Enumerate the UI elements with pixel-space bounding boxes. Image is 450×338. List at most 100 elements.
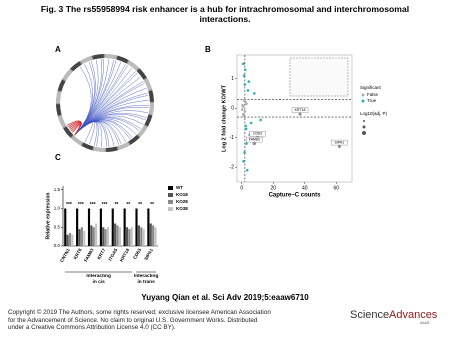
bar xyxy=(71,234,74,246)
point xyxy=(244,100,247,104)
logo-science: Science xyxy=(350,309,389,321)
point xyxy=(244,124,247,128)
size-legend-marker xyxy=(363,120,365,122)
bar xyxy=(99,208,102,246)
chromosome-band xyxy=(80,56,93,65)
significance: ** xyxy=(114,202,118,208)
labelled-point xyxy=(298,112,302,116)
legend-marker xyxy=(361,93,365,97)
bar xyxy=(114,223,117,246)
legend-swatch xyxy=(168,207,173,211)
chromosome-band xyxy=(93,146,106,152)
bar xyxy=(64,208,67,246)
y-tick-label: 1.5 xyxy=(54,187,61,192)
chromosome-band xyxy=(143,78,152,91)
significance: *** xyxy=(66,202,72,208)
bar xyxy=(66,234,69,246)
bar xyxy=(152,225,155,246)
bar xyxy=(116,225,119,246)
group-label-box: Interacting in cis xyxy=(86,274,111,285)
bar xyxy=(128,229,131,246)
bar xyxy=(102,227,105,246)
chromosome-band xyxy=(92,54,104,60)
bar xyxy=(135,208,138,246)
y-tick-label: 1 xyxy=(231,76,234,82)
chromosome-band xyxy=(127,60,139,71)
size-legend-marker xyxy=(362,125,366,129)
point xyxy=(243,68,247,72)
chromosome-band xyxy=(148,102,154,115)
y-axis-label: Relative expression xyxy=(45,193,51,240)
copyright-line: Copyright © 2019 The Authors, some right… xyxy=(8,309,271,316)
x-tick-label: FAM83 xyxy=(83,247,95,262)
significance: ** xyxy=(126,202,130,208)
bar xyxy=(80,227,83,246)
y-tick-label: -2 xyxy=(230,165,235,171)
legend-label: KO28 xyxy=(176,199,188,204)
bar xyxy=(111,208,114,246)
copyright: Copyright © 2019 The Authors, some right… xyxy=(8,309,271,332)
inset xyxy=(289,57,349,97)
y-tick-label: -1 xyxy=(230,135,235,141)
bar xyxy=(123,208,126,246)
bar xyxy=(106,227,110,246)
legend-title: Log10(adj. P) xyxy=(360,111,388,116)
x-tick-label: CNTN1 xyxy=(59,247,71,263)
size-legend-marker xyxy=(362,131,366,135)
legend-swatch xyxy=(168,193,173,197)
panel-label: C xyxy=(55,153,61,162)
x-tick-label: SIPA1 xyxy=(143,247,154,261)
chromosome-band xyxy=(81,142,94,151)
y-axis-label: Log 2 fold change KO/WT xyxy=(221,84,227,152)
group-label: Interacting in cis xyxy=(86,274,111,285)
bar xyxy=(87,208,91,246)
bar xyxy=(154,227,157,246)
chromosome-band xyxy=(62,69,73,81)
point xyxy=(245,142,248,145)
copyright-line: for the Advancement of Science. No claim… xyxy=(8,316,258,324)
x-tick-label: CD63 xyxy=(132,247,142,260)
y-tick-label: 0.0 xyxy=(54,243,61,248)
point-label: KRT18 xyxy=(295,108,306,112)
chromosome-band xyxy=(116,55,129,64)
bar xyxy=(92,227,95,246)
labelled-point xyxy=(252,142,256,146)
legend-label: False xyxy=(367,92,379,97)
point-label: FAM83 xyxy=(249,138,260,142)
point xyxy=(259,118,262,122)
chromosome-band xyxy=(56,104,62,116)
chromosome-band xyxy=(104,54,117,60)
y-tick-label: 1.0 xyxy=(54,206,61,211)
chromosome-band xyxy=(106,146,118,152)
point xyxy=(243,98,246,102)
legend-label: KO38 xyxy=(176,206,188,211)
bar xyxy=(130,227,133,246)
significance: *** xyxy=(102,202,108,208)
y-tick-label: 0 xyxy=(231,105,234,111)
x-tick-label: KRT8 xyxy=(72,247,82,260)
logo-aaas: AAAS xyxy=(420,321,430,325)
point-label: SIPA1 xyxy=(335,140,345,144)
local-arc xyxy=(66,120,82,136)
legend-marker xyxy=(361,99,365,103)
chromosome-band xyxy=(144,114,153,127)
bar xyxy=(90,225,93,246)
chromosome-band xyxy=(128,134,140,145)
point xyxy=(242,114,245,117)
point xyxy=(243,109,247,113)
legend-title: Significant xyxy=(360,85,382,90)
point xyxy=(242,62,245,66)
point-label-box xyxy=(331,139,348,146)
significance: ** xyxy=(138,202,142,208)
point xyxy=(247,80,251,83)
legend-label: WT xyxy=(176,185,183,190)
chromosome-band xyxy=(137,125,148,137)
point xyxy=(245,168,249,172)
x-tick-label: KRT7 xyxy=(96,247,106,260)
point xyxy=(244,127,248,131)
point xyxy=(249,121,253,125)
chromosome-band xyxy=(58,115,67,128)
x-tick-label: 20 xyxy=(270,185,276,191)
point xyxy=(242,74,246,77)
chromosome-band xyxy=(56,91,62,104)
